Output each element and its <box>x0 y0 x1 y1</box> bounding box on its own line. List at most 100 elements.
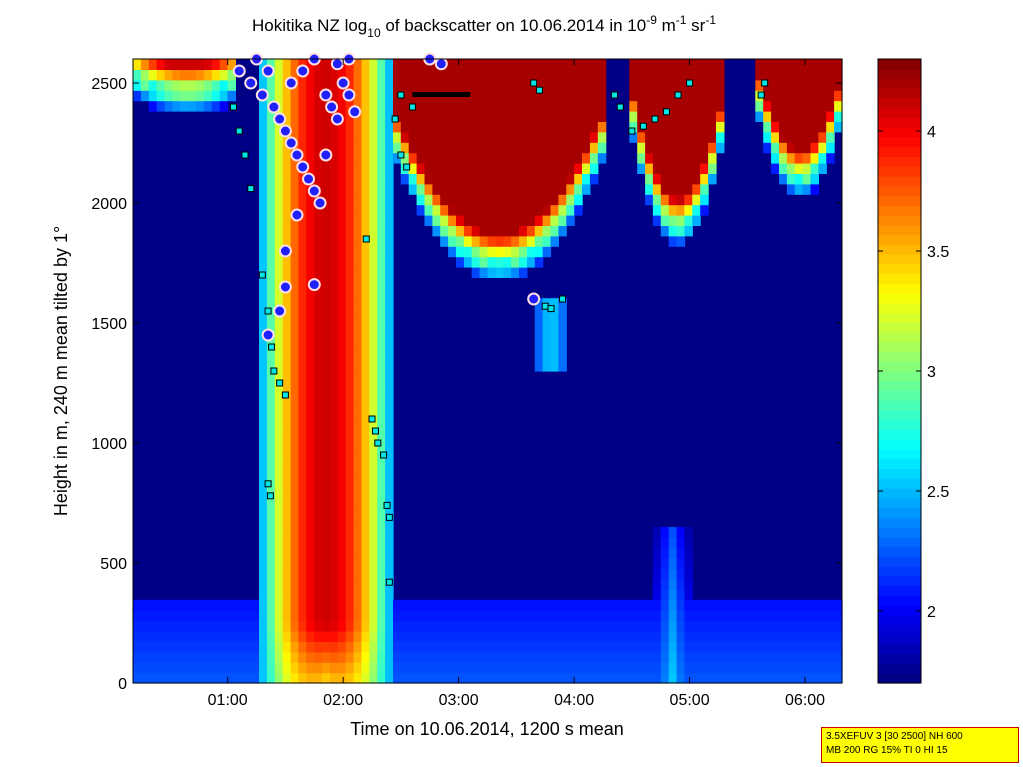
heatmap-cell <box>290 568 300 580</box>
heatmap-cell <box>282 579 292 590</box>
heatmap-cell <box>456 204 465 216</box>
heatmap-cell <box>329 433 339 445</box>
heatmap-cell <box>345 152 355 164</box>
heatmap-cell <box>282 308 292 320</box>
heatmap-cell <box>148 610 158 622</box>
heatmap-cell <box>282 194 292 206</box>
heatmap-cell <box>369 558 378 570</box>
heatmap-cell <box>377 194 386 206</box>
heatmap-cell <box>290 495 300 507</box>
heatmap-cell <box>361 298 370 310</box>
heatmap-cell <box>471 142 481 154</box>
heatmap-cell <box>834 111 843 122</box>
heatmap-cell <box>172 100 181 112</box>
heatmap-cell <box>306 142 315 154</box>
heatmap-cell <box>794 173 804 185</box>
plot-frame <box>132 58 843 684</box>
colorbar-segment <box>878 361 921 372</box>
heatmap-cell <box>826 131 835 143</box>
heatmap-cell <box>259 423 268 434</box>
heatmap-cell <box>266 111 276 122</box>
heatmap-cell <box>353 69 363 81</box>
heatmap-cell <box>298 131 307 143</box>
heatmap-cell <box>479 620 489 632</box>
heatmap-cell <box>377 235 386 247</box>
heatmap-cell <box>337 350 347 362</box>
colorbar-segment <box>878 205 921 216</box>
cloud-base-marker <box>397 91 405 99</box>
heatmap-cell <box>589 662 599 674</box>
heatmap-cell <box>471 183 481 195</box>
heatmap-cell <box>440 662 449 674</box>
heatmap-cell <box>550 350 559 362</box>
heatmap-cell <box>282 464 292 476</box>
cloud-base-marker <box>383 501 391 509</box>
heatmap-cell <box>629 131 638 143</box>
heatmap-cell <box>337 100 347 112</box>
heatmap-cell <box>826 599 835 611</box>
heatmap-cell <box>700 183 709 195</box>
heatmap-cell <box>361 672 370 684</box>
heatmap-cell <box>337 610 347 622</box>
colorbar-segment <box>878 351 921 362</box>
heatmap-cell <box>818 142 827 154</box>
heatmap-cell <box>266 464 276 476</box>
heatmap-cell <box>337 215 347 226</box>
heatmap-cell <box>456 246 465 258</box>
heatmap-cell <box>180 610 189 622</box>
heatmap-cell <box>802 173 812 185</box>
heatmap-cell <box>361 277 370 289</box>
heatmap-cell <box>337 308 347 320</box>
heatmap-cell <box>597 641 607 653</box>
heatmap-cell <box>495 90 504 102</box>
heatmap-cell <box>424 194 433 206</box>
heatmap-cell <box>779 610 788 622</box>
heatmap-cell <box>266 142 276 154</box>
heatmap-cell <box>463 204 473 216</box>
heatmap-cell <box>306 339 315 351</box>
heatmap-cell <box>322 547 331 559</box>
heatmap-cell <box>440 194 449 206</box>
heatmap-cell <box>660 59 670 70</box>
heatmap-cell <box>487 194 496 206</box>
heatmap-cell <box>227 59 236 70</box>
heatmap-cell <box>794 672 804 684</box>
heatmap-cell <box>274 69 284 81</box>
heatmap-cell <box>503 152 512 164</box>
heatmap-cell <box>314 423 323 434</box>
heatmap-cell <box>290 59 300 70</box>
cloud-base-marker <box>611 91 619 99</box>
colorbar-segment <box>878 449 921 460</box>
heatmap-cell <box>550 308 559 320</box>
heatmap-cell <box>794 599 804 611</box>
heatmap-cell <box>353 641 363 653</box>
heatmap-cell <box>385 163 394 174</box>
heatmap-cell <box>826 142 835 154</box>
heatmap-cell <box>306 350 315 362</box>
heatmap-cell <box>329 215 339 226</box>
heatmap-cell <box>448 662 457 674</box>
heatmap-cell <box>479 69 489 81</box>
heatmap-cell <box>786 183 796 195</box>
heatmap-cell <box>684 204 693 216</box>
heatmap-cell <box>377 100 386 112</box>
y-tick-label: 500 <box>100 556 127 573</box>
heatmap-cell <box>322 423 331 434</box>
heatmap-cell <box>511 620 520 632</box>
heatmap-cell <box>424 69 433 81</box>
heatmap-cell <box>668 79 678 91</box>
heatmap-cell <box>385 131 394 143</box>
heatmap-cell <box>385 495 394 507</box>
heatmap-cell <box>794 121 804 133</box>
heatmap-cell <box>140 599 150 611</box>
heatmap-cell <box>274 163 284 174</box>
heatmap-cell <box>337 69 347 81</box>
heatmap-cell <box>684 527 693 538</box>
heatmap-cell <box>259 287 268 299</box>
heatmap-cell <box>290 527 300 538</box>
heatmap-cell <box>487 662 496 674</box>
heatmap-cell <box>148 100 158 112</box>
heatmap-cell <box>597 662 607 674</box>
heatmap-cell <box>597 79 607 91</box>
heatmap-cell <box>329 277 339 289</box>
